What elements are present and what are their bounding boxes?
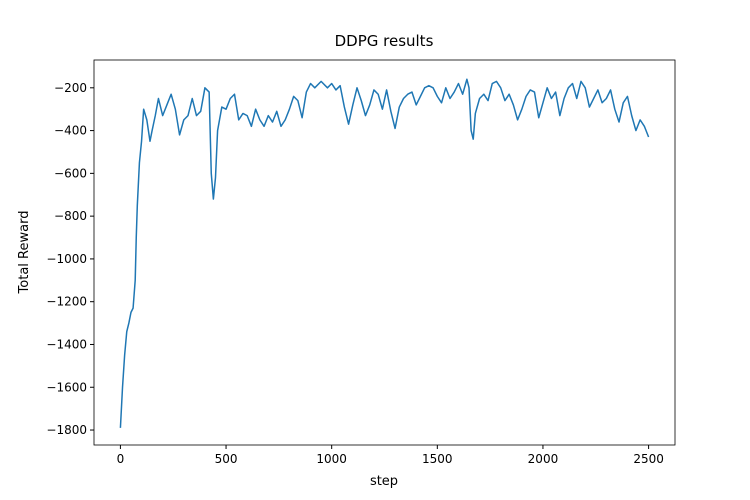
y-tick-label: −600: [54, 166, 87, 180]
x-axis-label: step: [370, 474, 398, 489]
chart-title: DDPG results: [335, 32, 434, 50]
x-tick-label: 1000: [316, 452, 347, 466]
plot-frame: [93, 59, 676, 446]
y-tick-label: −1400: [46, 337, 87, 351]
x-tick-label: 500: [215, 452, 238, 466]
data-line: [119, 78, 650, 428]
x-tick-label: 1500: [422, 452, 453, 466]
y-tick-label: −1000: [46, 252, 87, 266]
y-tick-label: −200: [54, 81, 87, 95]
y-tick-label: −1600: [46, 380, 87, 394]
y-axis-label: Total Reward: [17, 211, 32, 295]
y-tick-label: −400: [54, 124, 87, 138]
x-tick-label: 2500: [633, 452, 664, 466]
y-tick-label: −1200: [46, 295, 87, 309]
y-tick-label: −1800: [46, 423, 87, 437]
x-tick-label: 2000: [528, 452, 559, 466]
y-tick-label: −800: [54, 209, 87, 223]
x-tick-label: 0: [117, 452, 125, 466]
